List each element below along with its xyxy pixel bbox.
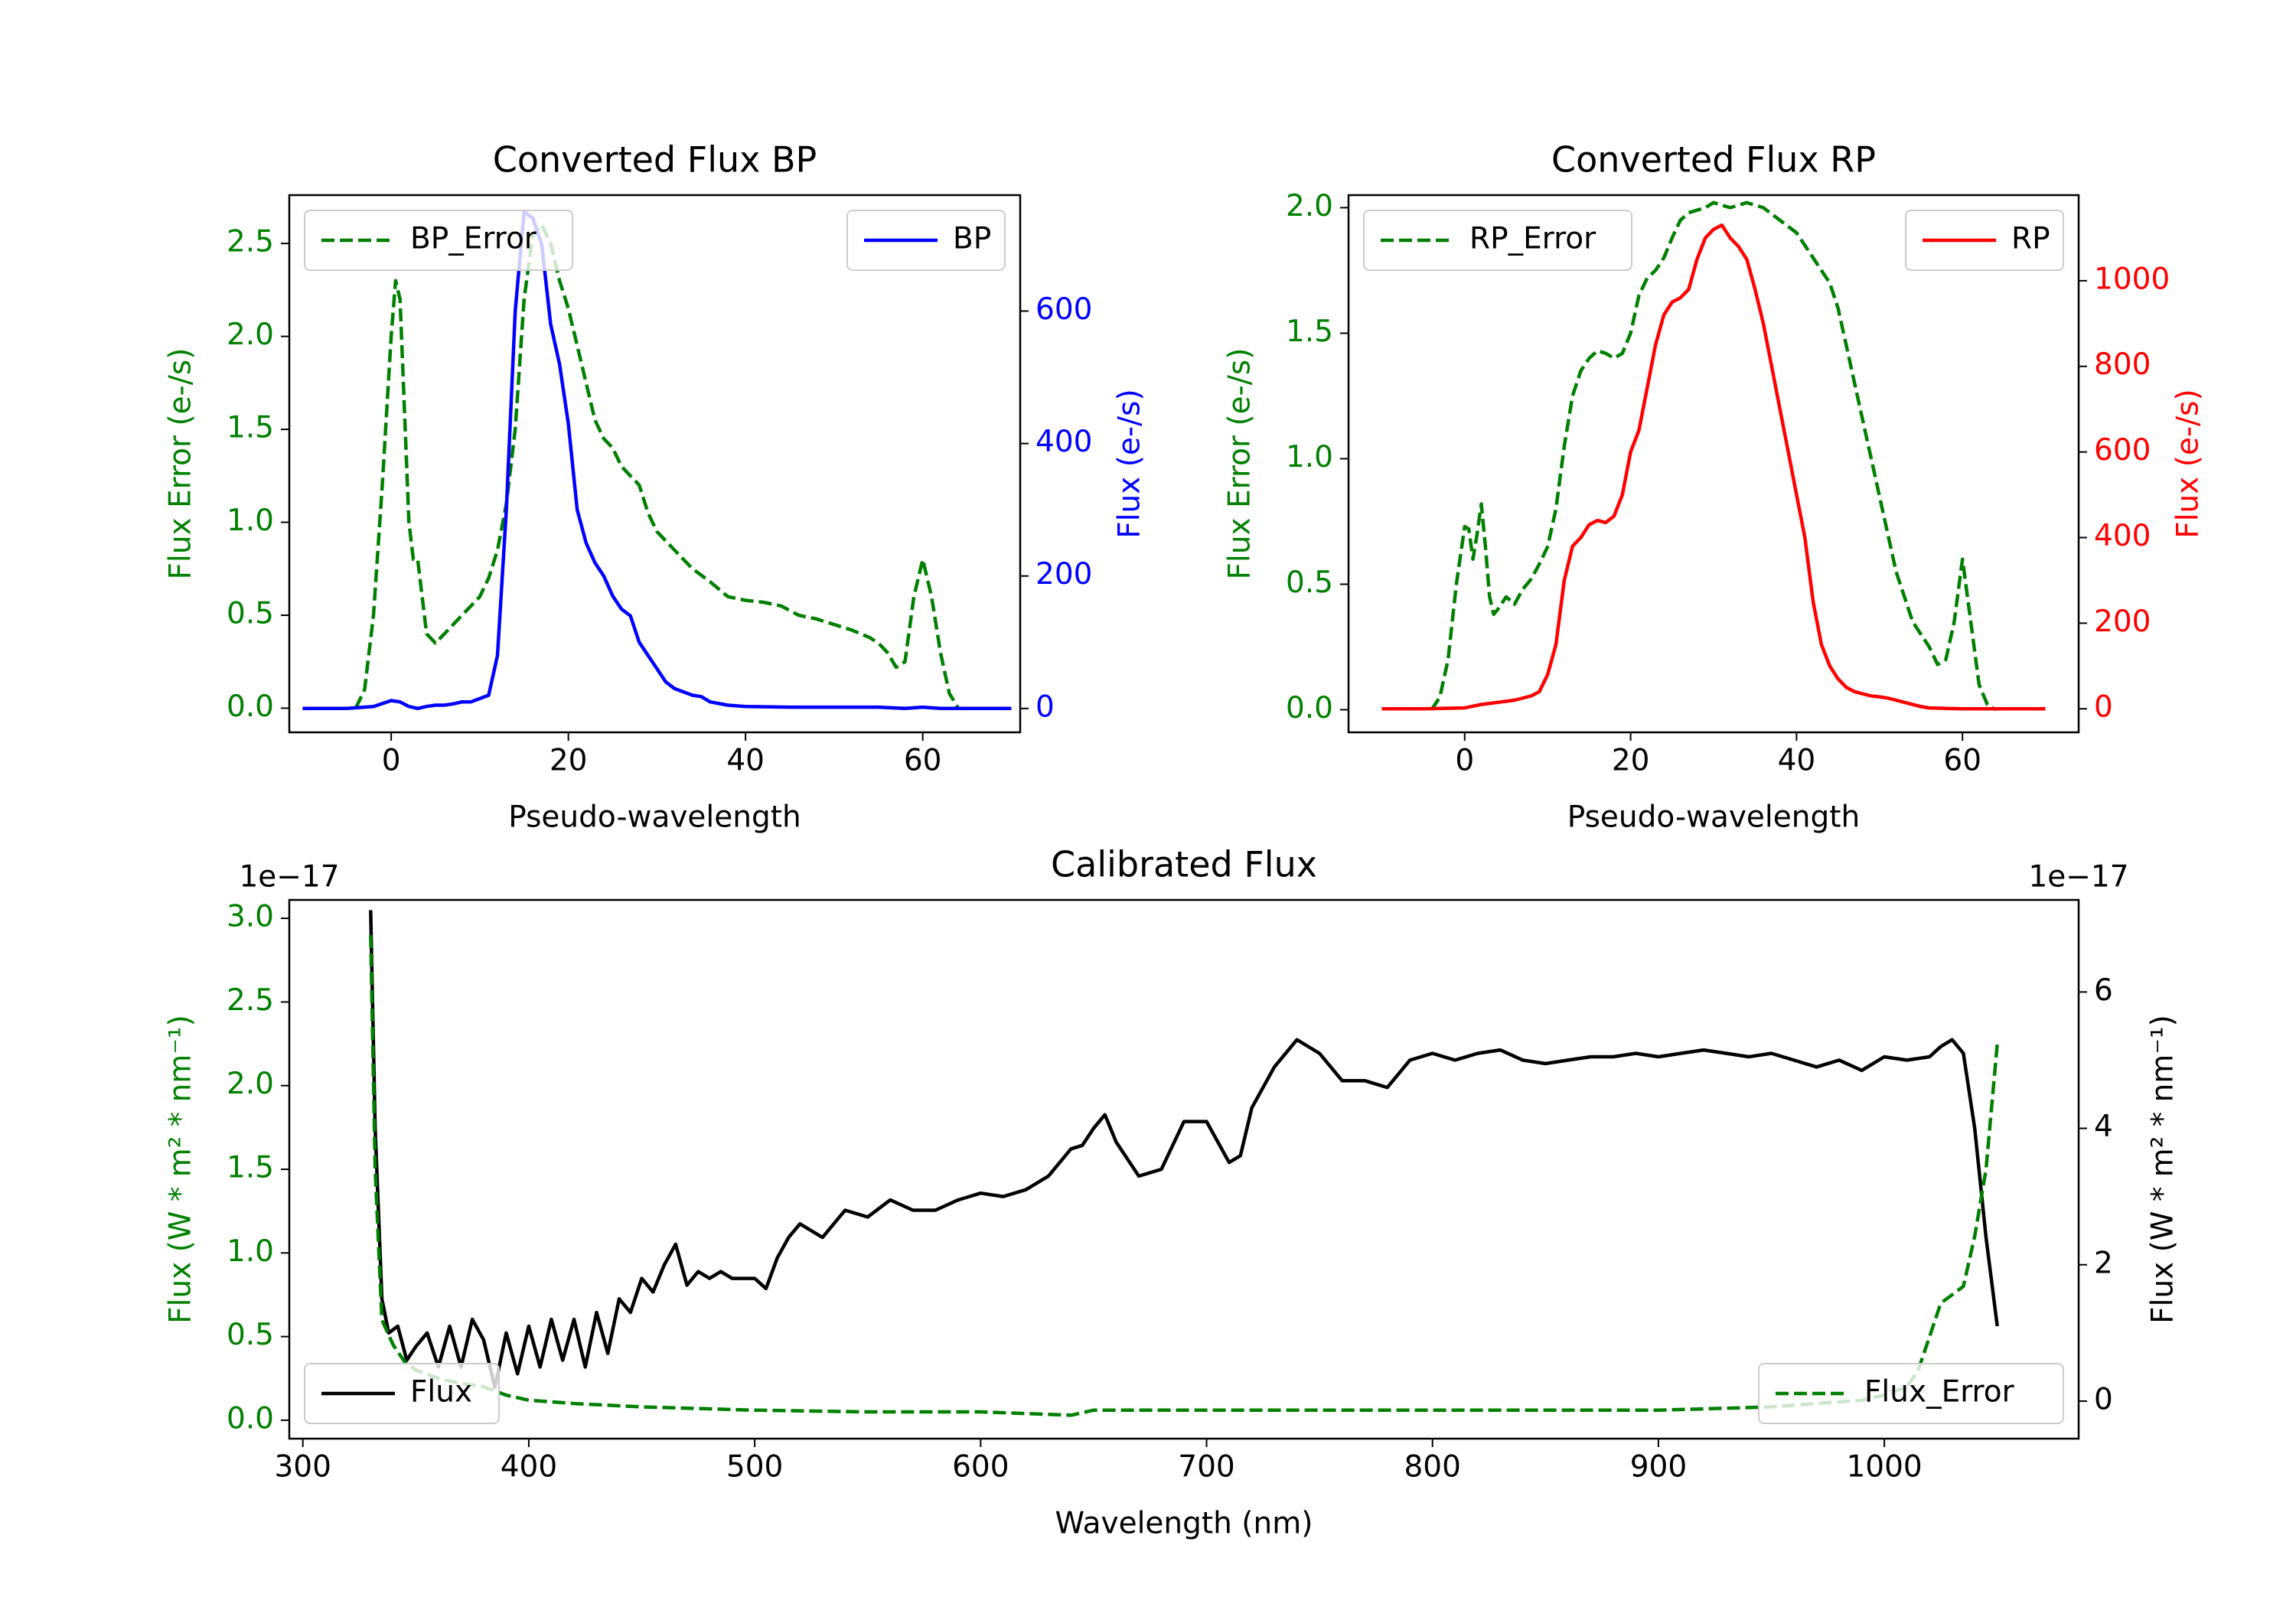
x-tick-label: 0 — [382, 744, 401, 778]
x-tick-label: 700 — [1178, 1450, 1234, 1485]
chart-title: Converted Flux BP — [493, 139, 817, 181]
y-left-tick-label: 1.5 — [227, 411, 274, 445]
x-tick-label: 0 — [1455, 744, 1474, 778]
y-right-tick-label: 400 — [1035, 425, 1092, 459]
x-tick-label: 1000 — [1846, 1450, 1922, 1485]
y-left-tick-label: 0.5 — [227, 596, 274, 631]
chart-calibrated: 300 400 500 600 700 800 900 1000 0.0 0.5 1.0 1.5 2.0… — [164, 844, 2180, 1541]
y-right-tick-label: 1000 — [2094, 262, 2170, 296]
x-axis-label: Pseudo-wavelength — [508, 800, 801, 835]
legend-label: Flux — [410, 1375, 472, 1410]
x-tick-label: 600 — [952, 1450, 1009, 1485]
x-tick-label: 40 — [726, 744, 765, 778]
y-right-axis-label: Flux (W * m² * nm⁻¹) — [2146, 1015, 2180, 1324]
y-right-offset-label: 1e−17 — [2028, 860, 2128, 895]
series-line-rp — [1381, 223, 2046, 711]
y-right-tick-label: 4 — [2094, 1110, 2113, 1144]
series-line-flux — [369, 910, 1999, 1390]
legend-rp: RP — [1905, 210, 2064, 271]
y-left-tick-label: 2.5 — [227, 225, 274, 259]
chart-title: Calibrated Flux — [1051, 844, 1317, 885]
plot-area — [1381, 200, 2046, 712]
chart-title: Converted Flux RP — [1551, 139, 1876, 181]
legend-label: Flux_Error — [1864, 1375, 2015, 1410]
legend-bp: BP — [846, 210, 1006, 271]
legend-box — [1363, 210, 1632, 271]
legend-flux-error: Flux_Error — [1758, 1363, 2064, 1424]
y-right-axis-label: Flux (e-/s) — [1113, 389, 1147, 538]
legend-box — [1758, 1363, 2064, 1424]
x-axis-label: Pseudo-wavelength — [1567, 800, 1860, 835]
series-line-bp-error — [354, 223, 960, 709]
y-left-tick-label: 1.5 — [227, 1151, 274, 1185]
y-left-tick-label: 1.0 — [227, 1234, 274, 1269]
y-right-tick-label: 0 — [2094, 1382, 2113, 1416]
y-left-tick-label: 1.0 — [227, 504, 274, 538]
y-left-tick-label: 0.0 — [1286, 691, 1333, 725]
y-left-offset-label: 1e−17 — [239, 860, 339, 895]
x-tick-label: 60 — [1943, 744, 1981, 778]
y-right-tick-label: 600 — [2094, 433, 2151, 468]
y-left-tick-label: 2.0 — [1286, 189, 1333, 223]
legend-label: RP — [2011, 222, 2050, 256]
y-right-tick-label: 600 — [1035, 292, 1092, 327]
plot-area — [369, 910, 1999, 1417]
legend-box — [304, 1363, 500, 1424]
plot-frame — [288, 194, 1022, 734]
y-right-tick-label: 6 — [2094, 973, 2113, 1008]
x-tick-label: 900 — [1630, 1450, 1687, 1485]
y-right-axis-label: Flux (e-/s) — [2171, 389, 2206, 538]
x-tick-label: 400 — [501, 1450, 557, 1485]
legend-label: BP — [953, 222, 991, 256]
y-right-tick-label: 2 — [2094, 1246, 2113, 1280]
series-line-bp — [302, 210, 1012, 711]
chart-rp: 0 20 40 60 0.0 0.5 1.0 1.5 2.0 0 200 400 600 800 1000 C… — [1223, 139, 2206, 835]
x-tick-label: 300 — [274, 1450, 331, 1485]
legend-box — [304, 210, 573, 271]
legend-rp-error: RP_Error — [1363, 210, 1632, 271]
y-left-tick-label: 1.0 — [1286, 440, 1333, 474]
plot-area — [302, 210, 1012, 711]
y-left-tick-label: 1.5 — [1286, 315, 1333, 349]
x-tick-label: 60 — [904, 744, 942, 778]
legend-bp-error: BP_Error — [304, 210, 573, 271]
y-left-tick-label: 3.0 — [227, 900, 274, 934]
series-line-rp-error — [1430, 200, 1997, 712]
x-tick-label: 20 — [1612, 744, 1650, 778]
y-right-tick-label: 800 — [2094, 347, 2151, 382]
legend-label: RP_Error — [1469, 222, 1596, 256]
y-right-tick-label: 0 — [2094, 690, 2113, 725]
y-left-tick-label: 0.0 — [227, 1401, 274, 1436]
y-left-tick-label: 2.5 — [227, 983, 274, 1018]
y-left-tick-label: 2.0 — [227, 1067, 274, 1101]
chart-bp: 0 20 40 60 0.0 0.5 1.0 1.5 2.0 2.5 0 200 400 600 Conve… — [164, 139, 1147, 835]
y-left-axis-label: Flux (W * m² * nm⁻¹) — [164, 1015, 198, 1324]
legend-flux: Flux — [304, 1363, 500, 1424]
x-tick-label: 40 — [1778, 744, 1816, 778]
x-axis-label: Wavelength (nm) — [1055, 1507, 1313, 1541]
y-left-tick-label: 2.0 — [227, 318, 274, 352]
y-right-tick-label: 0 — [1035, 689, 1055, 724]
x-tick-label: 20 — [550, 744, 588, 778]
y-left-tick-label: 0.5 — [227, 1318, 274, 1352]
y-left-tick-label: 0.5 — [1286, 566, 1333, 600]
plot-frame — [1347, 194, 2080, 734]
legend-label: BP_Error — [410, 222, 537, 256]
y-right-tick-label: 400 — [2094, 519, 2151, 553]
y-right-tick-label: 200 — [1035, 557, 1092, 592]
y-left-tick-label: 0.0 — [227, 689, 274, 724]
y-left-axis-label: Flux Error (e-/s) — [1223, 348, 1257, 580]
y-left-axis-label: Flux Error (e-/s) — [164, 348, 198, 580]
y-right-tick-label: 200 — [2094, 605, 2151, 639]
x-tick-label: 800 — [1404, 1450, 1460, 1485]
x-tick-label: 500 — [726, 1450, 783, 1485]
